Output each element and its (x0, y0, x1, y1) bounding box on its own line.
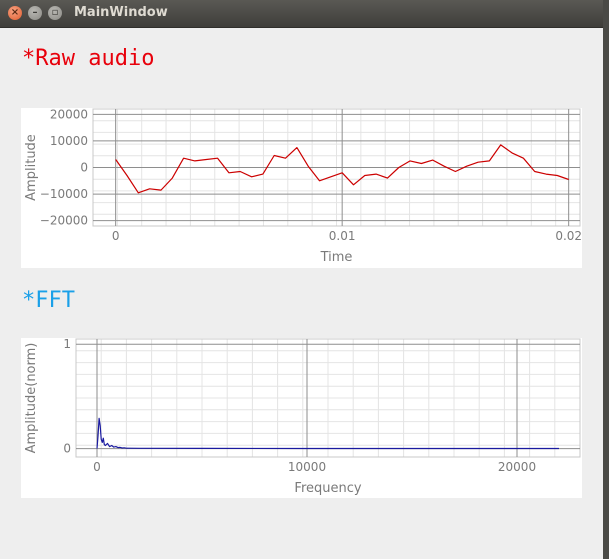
minimize-icon: – (32, 7, 38, 18)
raw-audio-heading: *Raw audio (22, 46, 155, 71)
fft-xtick-label: 10000 (288, 460, 326, 474)
fft-ytick-label: 0 (63, 442, 71, 456)
title-bar[interactable]: × – ▫ MainWindow (0, 0, 603, 28)
raw-audio-ytick-label: −10000 (40, 187, 88, 201)
fft-chart[interactable]: 0 10000 20000 1 0 Frequency Amplitude(norm) (21, 337, 582, 498)
raw-audio-xtick-label: 0.01 (329, 229, 356, 243)
close-icon: × (10, 7, 20, 18)
raw-audio-ytick-label: 20000 (50, 108, 88, 121)
raw-audio-ytick-label: −20000 (40, 214, 88, 228)
raw-audio-xtick-label: 0.02 (555, 229, 582, 243)
window-title: MainWindow (74, 5, 168, 20)
close-window-button[interactable]: × (8, 6, 22, 20)
raw-audio-xtick-label: 0 (112, 229, 120, 243)
fft-series-line (96, 417, 559, 450)
fft-xtick-label: 20000 (498, 460, 536, 474)
minimize-window-button[interactable]: – (28, 6, 42, 20)
raw-audio-ytick-label: 0 (80, 161, 88, 175)
raw-audio-series-line (115, 144, 569, 194)
raw-audio-xlabel: Time (320, 250, 353, 265)
fft-frame (75, 338, 581, 458)
raw-audio-chart[interactable]: 0 0.01 0.02 20000 10000 0 −10000 −20000 Time Ampl… (21, 107, 582, 268)
raw-audio-plot: 0 0.01 0.02 20000 10000 0 −10000 −20000 Time Ampl… (24, 107, 582, 265)
fft-ytick-label: 1 (63, 338, 71, 351)
fft-xlabel: Frequency (294, 481, 361, 496)
raw-audio-ytick-label: 10000 (50, 134, 88, 148)
maximize-icon: ▫ (51, 7, 59, 18)
fft-heading: *FFT (22, 288, 75, 313)
raw-audio-ylabel: Amplitude (24, 134, 39, 201)
fft-grid (76, 339, 580, 457)
fft-ylabel: Amplitude(norm) (24, 343, 39, 454)
fft-plot: 0 10000 20000 1 0 Frequency Amplitude(norm) (24, 337, 581, 496)
maximize-window-button[interactable]: ▫ (48, 6, 62, 20)
fft-xtick-label: 0 (93, 460, 101, 474)
